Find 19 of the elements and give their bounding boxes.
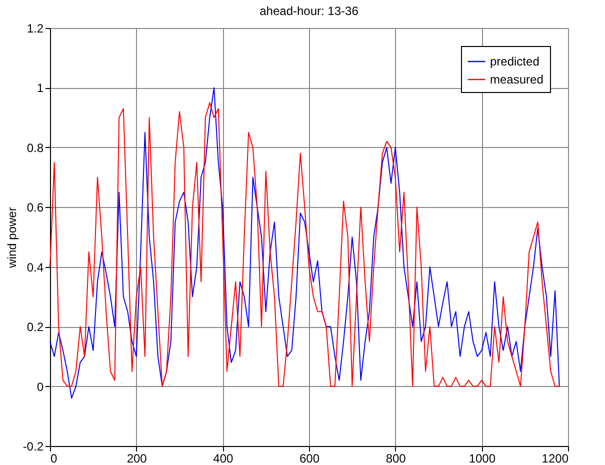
y-axis-title: wind power [4,207,19,269]
x-tick-label: 0 [50,452,58,465]
y-tick-label: 0.8 [26,140,44,155]
x-tick-label: 400 [213,452,234,465]
x-tick-label: 800 [386,452,406,465]
legend-label: predicted [490,54,540,68]
y-tick-label: 0.6 [26,200,44,215]
y-tick-label: 0.2 [26,320,44,334]
y-tick-label: -0.2 [22,440,44,454]
chart-title: ahead-hour: 13-36 [260,4,359,18]
x-tick-label: 600 [299,452,320,465]
y-tick-label: 1 [36,81,44,96]
x-tick-label: 1200 [542,452,569,465]
y-tick-label: 1.2 [26,22,44,36]
x-tick-label: 200 [126,452,148,465]
legend-label: measured [490,72,544,86]
y-tick-label: 0 [36,380,44,394]
x-tick-label: 1000 [468,452,496,465]
y-tick-label: 0.4 [26,260,44,274]
